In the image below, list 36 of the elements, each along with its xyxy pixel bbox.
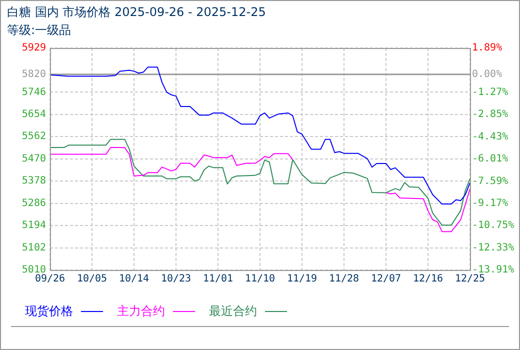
y-tick-label: 5562 xyxy=(22,131,46,142)
x-tick-label: 12/07 xyxy=(370,274,402,285)
y2-tick-label: 1.89% xyxy=(472,42,502,54)
chart-subtitle: 等级:一级品 xyxy=(7,22,72,39)
y2-tick-label: 0.00% xyxy=(472,69,502,80)
y-tick-label: 5102 xyxy=(22,242,46,254)
y-tick-label: 5470 xyxy=(22,153,46,164)
y-tick-label: 5378 xyxy=(22,176,46,187)
y-tick-label: 5820 xyxy=(22,68,46,80)
y2-tick-label: -1.27% xyxy=(472,86,508,98)
x-tick-label: 10/05 xyxy=(76,274,108,285)
y-tick-label: 5929 xyxy=(22,42,46,54)
y2-tick-label: -6.01% xyxy=(472,154,508,165)
chart-title: 白糖 国内 市场价格 2025-09-26 - 2025-12-25 xyxy=(7,4,266,21)
legend-label: 现货价格 xyxy=(25,303,73,320)
y2-tick-label: -9.17% xyxy=(472,198,508,209)
y2-tick-label: -2.85% xyxy=(472,109,508,120)
y-tick-label: 5194 xyxy=(22,220,46,232)
y2-tick-label: -12.33% xyxy=(472,242,514,254)
legend-label: 主力合约 xyxy=(117,303,165,320)
x-tick-label: 11/01 xyxy=(202,274,234,285)
y2-tick-label: -7.59% xyxy=(472,176,508,187)
y2-tick-label: -4.43% xyxy=(472,131,508,142)
y-tick-label: 5286 xyxy=(22,198,46,209)
x-tick-label: 10/14 xyxy=(118,274,150,285)
x-tick-label: 11/28 xyxy=(328,274,360,285)
x-tick-label: 12/25 xyxy=(454,274,486,285)
y2-tick-label: -10.75% xyxy=(472,220,514,232)
x-tick-label: 11/19 xyxy=(286,274,318,285)
y-tick-label: 5746 xyxy=(22,86,46,98)
legend-label: 最近合约 xyxy=(209,303,257,320)
x-tick-label: 12/16 xyxy=(412,274,444,285)
x-tick-label: 10/23 xyxy=(160,274,192,285)
x-tick-label: 09/26 xyxy=(34,274,66,285)
x-tick-label: 11/10 xyxy=(244,274,276,285)
y-tick-label: 5654 xyxy=(22,109,46,120)
